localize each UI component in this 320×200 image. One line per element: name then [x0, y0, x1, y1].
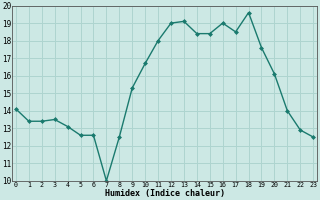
- X-axis label: Humidex (Indice chaleur): Humidex (Indice chaleur): [105, 189, 225, 198]
